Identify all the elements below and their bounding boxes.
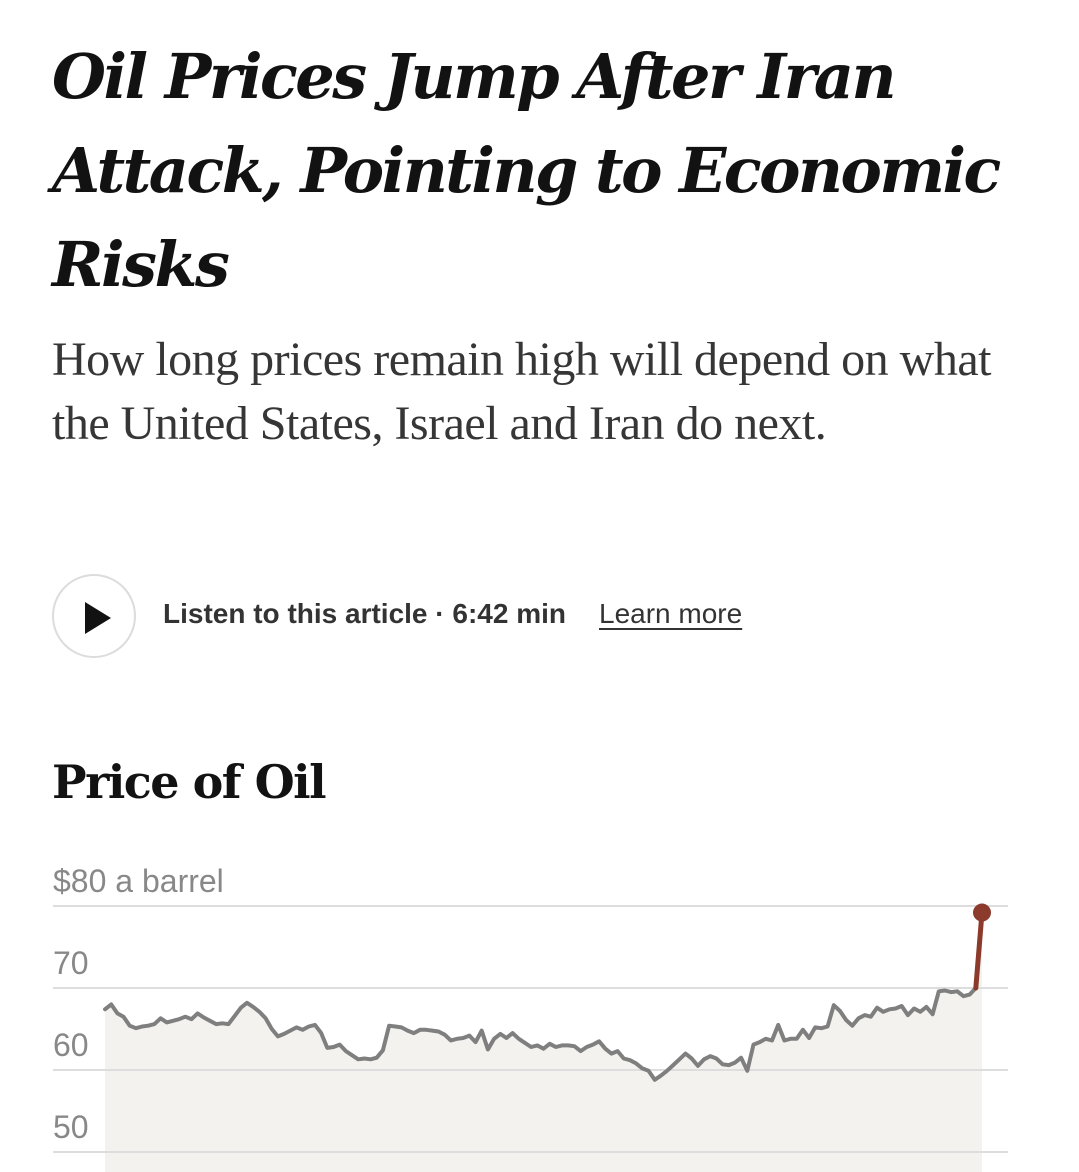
latest-price-dot xyxy=(973,903,991,922)
chart-area-fill xyxy=(105,912,982,1172)
play-button[interactable] xyxy=(52,574,136,658)
listen-label: Listen to this article · 6:42 min xyxy=(163,598,566,629)
audio-player: Listen to this article · 6:42 min Learn … xyxy=(52,574,1042,658)
y-tick-label: 70 xyxy=(53,945,89,981)
oil-price-chart: $80 a barrel 70 60 50 xyxy=(53,863,1008,1172)
headline: Oil Prices Jump After Iran Attack, Point… xyxy=(52,40,1001,301)
play-icon xyxy=(85,602,111,634)
y-tick-label: 60 xyxy=(53,1027,89,1063)
price-line xyxy=(103,986,978,1082)
y-tick-label: 50 xyxy=(53,1109,89,1145)
learn-more-link[interactable]: Learn more xyxy=(599,598,743,629)
chart-title: Price of Oil xyxy=(52,755,327,809)
y-tick-label: $80 a barrel xyxy=(53,863,224,899)
article-summary: How long prices remain high will depend … xyxy=(52,333,991,450)
price-jump-line xyxy=(973,910,985,991)
